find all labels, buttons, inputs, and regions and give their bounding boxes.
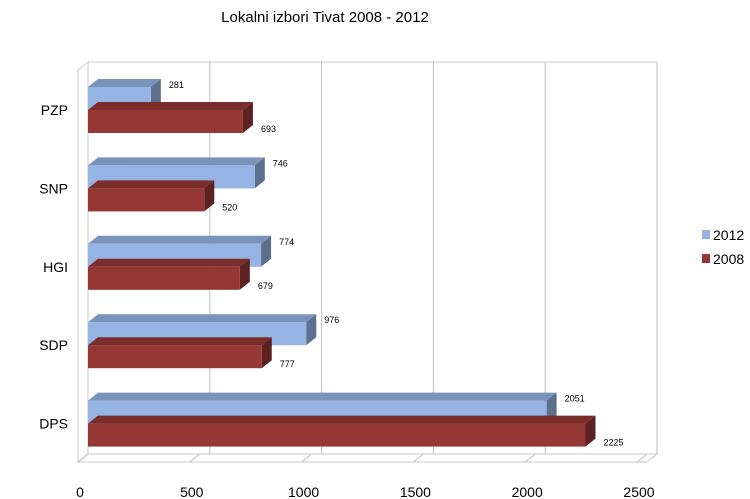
bar-snp-2008	[88, 180, 215, 212]
legend-swatch	[702, 230, 710, 239]
floor	[76, 453, 659, 463]
floor-gridline	[636, 453, 648, 463]
data-label: 679	[258, 281, 273, 291]
chart-title: Lokalni izbori Tivat 2008 - 2012	[221, 9, 429, 26]
floor-gridline	[301, 453, 312, 463]
legend-swatch	[702, 254, 710, 263]
bar-hgi-2008	[88, 258, 250, 290]
x-tick-label: 500	[180, 484, 204, 499]
legend-label: 2012	[713, 227, 744, 243]
x-tick-label: 2000	[512, 484, 543, 499]
data-label: 2051	[565, 394, 585, 404]
bar-dps-2008	[88, 415, 596, 447]
data-label: 281	[169, 80, 184, 90]
floor-gridline	[524, 453, 536, 463]
category-labels: PZP SNP HGI SDP DPS	[39, 102, 68, 432]
x-tick-label: 2500	[623, 484, 654, 499]
category-label: HGI	[43, 259, 68, 275]
x-axis-ticks: 0 500 1000 1500 2000 2500	[76, 484, 655, 499]
floor-gridline	[189, 453, 201, 463]
data-label: 777	[280, 359, 295, 369]
category-label: PZP	[41, 102, 68, 118]
side-wall	[77, 60, 89, 464]
floor-gridline	[413, 453, 424, 463]
data-label: 746	[273, 158, 288, 168]
bar-sdp-2008	[88, 337, 272, 369]
data-label: 976	[324, 315, 339, 325]
floor-gridline	[77, 453, 89, 463]
legend: 2012 2008	[702, 227, 744, 267]
bar-pzp-2008	[88, 102, 253, 133]
bars: 281 693 746 520 774 679 976 777 2051 2225	[88, 79, 624, 448]
x-tick-label: 1000	[288, 484, 319, 499]
data-label: 2225	[604, 438, 624, 448]
category-label: DPS	[39, 416, 68, 432]
category-label: SNP	[39, 180, 68, 196]
data-label: 693	[261, 124, 276, 134]
legend-label: 2008	[713, 251, 744, 267]
data-label: 774	[279, 237, 294, 247]
data-label: 520	[222, 202, 237, 212]
x-tick-label: 1500	[400, 484, 431, 499]
x-tick-label: 0	[76, 484, 84, 499]
category-label: SDP	[39, 337, 68, 353]
